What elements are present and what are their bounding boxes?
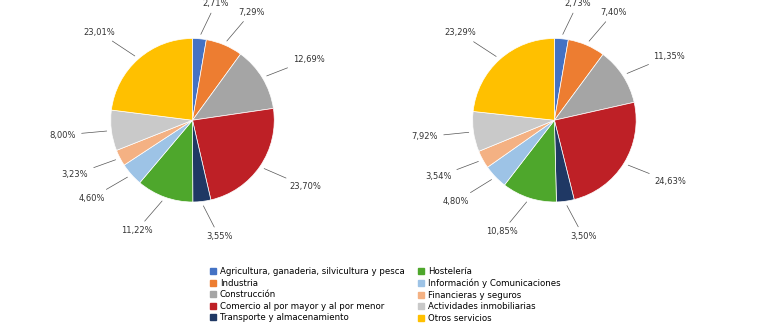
Text: 7,40%: 7,40% (589, 8, 627, 41)
Text: 3,54%: 3,54% (425, 161, 478, 181)
Text: 2,71%: 2,71% (201, 0, 229, 34)
Text: 11,22%: 11,22% (121, 201, 162, 235)
Wedge shape (192, 120, 211, 202)
Text: 12,69%: 12,69% (266, 55, 325, 76)
Wedge shape (139, 120, 192, 202)
Wedge shape (116, 120, 192, 165)
Wedge shape (112, 38, 192, 120)
Wedge shape (124, 120, 192, 183)
Wedge shape (504, 120, 557, 202)
Text: 10,85%: 10,85% (486, 202, 527, 236)
Text: 4,60%: 4,60% (79, 177, 128, 202)
Text: 8,00%: 8,00% (49, 131, 107, 140)
Text: 7,92%: 7,92% (412, 132, 469, 141)
Text: 23,70%: 23,70% (264, 169, 321, 191)
Wedge shape (192, 40, 240, 120)
Text: 3,23%: 3,23% (62, 160, 116, 179)
Wedge shape (554, 102, 636, 200)
Wedge shape (554, 54, 634, 120)
Text: 23,01%: 23,01% (83, 28, 135, 56)
Wedge shape (192, 54, 273, 120)
Text: 4,80%: 4,80% (443, 180, 491, 206)
Legend: Agricultura, ganaderia, silvicultura y pesca, Industria, Construcción, Comercio : Agricultura, ganaderia, silvicultura y p… (206, 264, 564, 326)
Wedge shape (473, 38, 554, 120)
Wedge shape (487, 120, 554, 185)
Wedge shape (192, 109, 274, 200)
Text: 23,29%: 23,29% (444, 28, 496, 56)
Wedge shape (554, 120, 574, 202)
Wedge shape (554, 40, 603, 120)
Text: 24,63%: 24,63% (628, 165, 686, 186)
Text: 11,35%: 11,35% (627, 52, 685, 73)
Text: 3,55%: 3,55% (203, 206, 233, 241)
Wedge shape (479, 120, 554, 167)
Wedge shape (111, 110, 192, 150)
Text: 3,50%: 3,50% (567, 206, 597, 241)
Wedge shape (192, 38, 206, 120)
Text: 7,29%: 7,29% (227, 8, 265, 41)
Text: 2,73%: 2,73% (563, 0, 591, 34)
Wedge shape (554, 38, 568, 120)
Wedge shape (473, 112, 554, 151)
